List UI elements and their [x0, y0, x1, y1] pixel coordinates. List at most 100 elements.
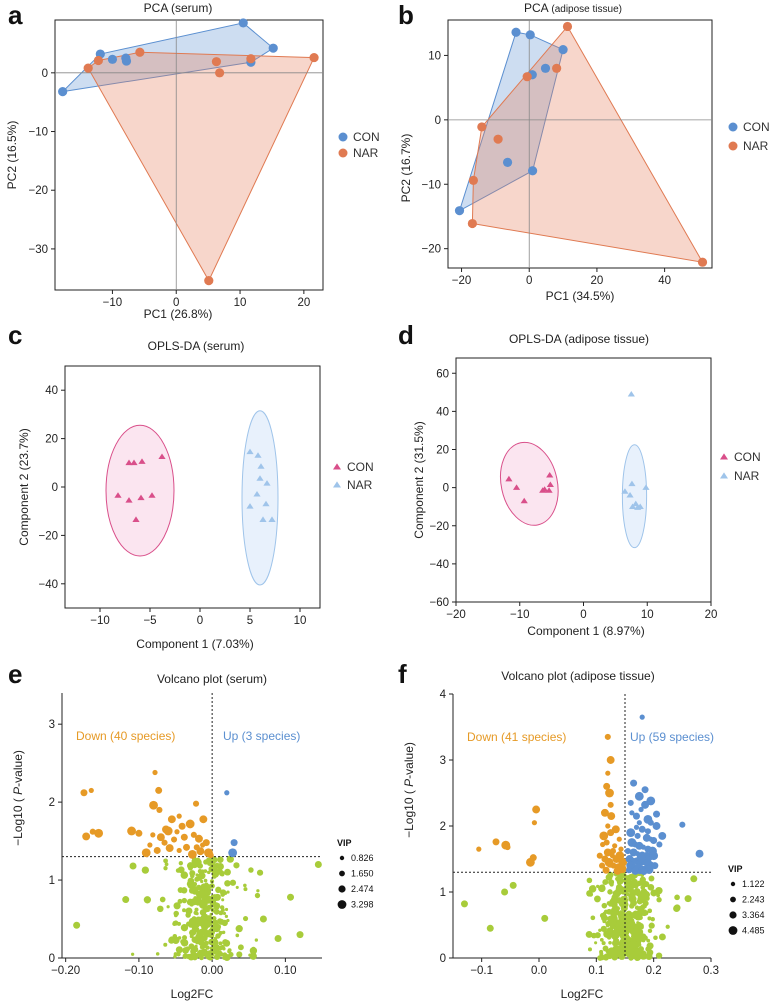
y-tick-label: 2	[49, 797, 55, 809]
data-point-up	[651, 862, 659, 870]
x-tick-label: −10	[510, 609, 530, 621]
data-point-ns	[198, 939, 205, 946]
data-point-nar	[135, 47, 145, 57]
y-axis-label: PC2 (16.5%)	[5, 121, 19, 190]
data-point-ns	[594, 932, 601, 939]
y-axis-label-suffix: -value)	[11, 750, 25, 787]
data-point-con	[268, 43, 278, 53]
data-point-ns	[190, 873, 195, 879]
y-tick-label: −40	[429, 559, 449, 571]
data-point-down	[155, 786, 163, 794]
data-point-ns	[602, 919, 607, 924]
data-point-ns	[200, 869, 205, 874]
data-point-up	[624, 848, 631, 855]
y-axis-label-suffix: -value)	[402, 742, 416, 779]
data-point-up	[627, 799, 634, 806]
data-point-ns	[633, 881, 640, 888]
data-point-ns	[208, 928, 215, 936]
x-tick-label: −0.10	[124, 965, 153, 977]
data-point-nar	[246, 503, 254, 509]
data-point-ns	[629, 885, 635, 890]
data-point-ns	[185, 946, 191, 952]
data-point-con	[520, 497, 528, 504]
data-point-ns	[626, 935, 630, 939]
nonsignificant-points	[460, 870, 698, 962]
data-point-up	[631, 866, 640, 875]
data-point-con	[158, 453, 166, 460]
data-point-ns	[665, 924, 670, 929]
plot-frame	[54, 19, 324, 291]
x-tick-label: 0.2	[646, 965, 662, 977]
y-tick-label: −20	[38, 530, 58, 542]
data-point-ns	[606, 874, 613, 881]
data-point-nar	[562, 21, 573, 32]
data-point-nar	[263, 480, 271, 486]
data-point-nar	[204, 276, 214, 286]
data-point-ns	[157, 905, 164, 913]
legend-label-con: CON	[347, 460, 374, 474]
data-point-down	[167, 815, 176, 824]
data-point-ns	[217, 856, 224, 863]
chart-title: Volcano plot (adipose tissue)	[501, 669, 654, 683]
data-point-ns	[646, 938, 651, 943]
data-point-nar	[93, 55, 103, 66]
data-point-ns	[509, 881, 517, 889]
data-point-down	[612, 843, 618, 849]
data-point-ns	[256, 869, 264, 876]
data-point-down	[607, 801, 614, 808]
x-axis-label: PC1 (34.5%)	[546, 289, 615, 303]
data-point-con	[512, 484, 521, 490]
data-point-ns	[207, 870, 211, 875]
panel-letter-b: b	[398, 0, 414, 30]
data-point-ns	[601, 941, 606, 946]
data-point-down	[196, 847, 205, 856]
chart-title: OPLS-DA (serum)	[148, 339, 245, 353]
data-point-ns	[182, 935, 188, 941]
data-point-con	[114, 492, 122, 498]
data-point-up	[647, 819, 654, 826]
data-point-down	[476, 846, 482, 852]
y-tick-label: 0	[440, 953, 446, 965]
data-point-ns	[218, 932, 222, 937]
data-point-ns	[233, 862, 240, 869]
y-tick-label: 4	[440, 689, 447, 701]
data-point-down	[153, 846, 161, 854]
data-point-up	[634, 832, 641, 839]
chart-title-main: PCA	[524, 1, 551, 15]
data-point-ns	[684, 895, 692, 903]
data-point-ns	[226, 918, 230, 923]
data-point-ns	[187, 865, 193, 871]
data-point-up	[625, 867, 633, 874]
data-point-ns	[674, 894, 680, 901]
data-point-up	[626, 828, 636, 837]
data-point-ns	[203, 878, 208, 883]
data-point-ns	[129, 862, 137, 870]
data-point-ns	[236, 951, 243, 958]
x-tick-label: −10	[90, 615, 110, 627]
data-point-down	[127, 826, 136, 836]
legend-marker-con	[728, 122, 738, 132]
chart-title: PCA (adipose tissue)	[524, 1, 622, 15]
data-point-ns	[213, 902, 220, 910]
data-point-ns	[191, 952, 199, 960]
data-point-ns	[602, 954, 610, 961]
data-point-down	[94, 828, 104, 838]
confidence-ellipse-con	[105, 424, 175, 557]
data-point-ns	[650, 917, 655, 922]
legend-marker-nar	[338, 148, 348, 158]
data-point-ns	[656, 893, 661, 898]
data-point-down	[171, 836, 178, 843]
data-point-ns	[189, 944, 196, 951]
data-point-ns	[598, 928, 602, 932]
data-point-ns	[221, 898, 225, 902]
chart-title: Volcano plot (serum)	[157, 672, 267, 686]
volcano-adipose-chart: Volcano plot (adipose tissue) −0.1 0.0 0.1 0…	[402, 669, 765, 1001]
data-point-down	[150, 832, 156, 838]
data-point-nar	[257, 463, 265, 469]
data-point-nar	[697, 257, 708, 267]
data-point-ns	[196, 930, 204, 938]
data-point-ns	[256, 889, 260, 893]
y-tick-label: 40	[45, 385, 58, 397]
data-point-down	[603, 782, 611, 790]
